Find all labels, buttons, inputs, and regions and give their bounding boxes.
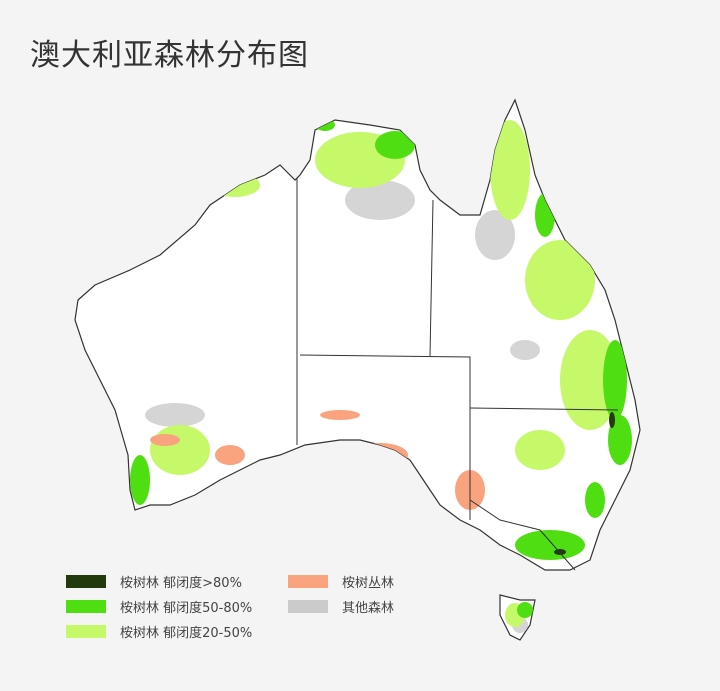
legend-item-eucalypt-over-80: 桉树林 郁闭度>80% xyxy=(66,572,242,591)
legend-item-other-forest: 其他森林 xyxy=(288,597,394,616)
legend-label: 桉树林 郁闭度20-50% xyxy=(120,626,253,641)
eucalypt-over-80-areas xyxy=(554,412,615,555)
state-borders xyxy=(296,178,619,571)
legend-item-eucalypt-20-50: 桉树林 郁闭度20-50% xyxy=(66,622,252,641)
legend-item-eucalypt-shrubland: 桉树丛林 xyxy=(288,572,394,591)
legend-label: 桉树林 郁闭度>80% xyxy=(120,576,242,591)
other-forest-areas xyxy=(145,180,540,633)
map-title: 澳大利亚森林分布图 xyxy=(30,38,309,73)
legend-item-eucalypt-50-80: 桉树林 郁闭度50-80% xyxy=(66,597,252,616)
legend-swatch xyxy=(66,600,106,613)
legend-swatch xyxy=(66,575,106,588)
legend-label: 桉树丛林 xyxy=(342,576,395,591)
legend-label: 其他森林 xyxy=(342,601,395,616)
legend-swatch xyxy=(288,600,328,613)
legend-swatch xyxy=(66,625,106,638)
legend-label: 桉树林 郁闭度50-80% xyxy=(120,601,253,616)
legend-swatch xyxy=(288,575,328,588)
eucalypt-50-80-areas xyxy=(130,119,632,618)
